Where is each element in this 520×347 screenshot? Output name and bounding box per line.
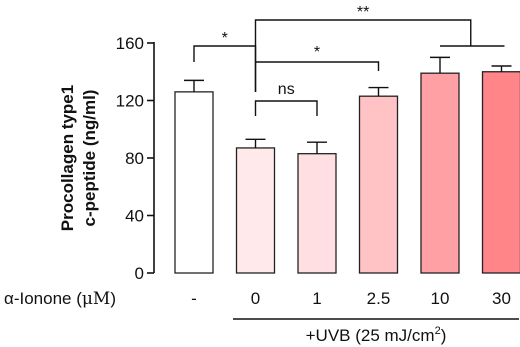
- x-category-label: 2.5: [367, 289, 391, 308]
- alpha-ionone-row-label: α-Ionone (μM): [4, 289, 116, 309]
- bars: [174, 56, 520, 274]
- significance-bracket: [193, 45, 257, 92]
- y-axis-title-line1: Procollagen type1: [58, 85, 77, 231]
- y-tick-label: 40: [125, 207, 144, 226]
- x-category-label: 0: [251, 289, 260, 308]
- significance-bracket: [254, 100, 318, 116]
- x-category-labels: - 0 1 2.5 10 30: [191, 289, 511, 308]
- y-tick-label: 80: [125, 149, 144, 168]
- significance-label: *: [222, 30, 228, 47]
- bar: [235, 147, 276, 274]
- y-axis-title-line2: c-peptide (ng/ml): [80, 90, 99, 227]
- significance-label: **: [357, 4, 369, 21]
- significance-label: ns: [278, 81, 295, 98]
- significance-annotations: *ns***: [193, 4, 505, 116]
- y-tick-label: 120: [116, 92, 144, 111]
- x-category-label: 10: [431, 289, 450, 308]
- y-axis: 0 40 80 120 160: [116, 34, 155, 283]
- y-tick-label: 0: [135, 264, 144, 283]
- x-category-label: 30: [492, 289, 511, 308]
- uvb-treatment-label: +UVB (25 mJ/cm2): [306, 325, 447, 345]
- significance-label: *: [314, 44, 320, 61]
- bar: [481, 71, 520, 274]
- bar: [297, 153, 337, 274]
- x-category-label: 1: [312, 289, 321, 308]
- significance-bracket: [254, 61, 380, 92]
- x-category-label: -: [191, 289, 197, 308]
- bar: [420, 72, 460, 274]
- significance-bracket: [254, 19, 472, 62]
- bar: [358, 95, 399, 274]
- bar: [174, 91, 214, 274]
- y-tick-label: 160: [116, 34, 144, 53]
